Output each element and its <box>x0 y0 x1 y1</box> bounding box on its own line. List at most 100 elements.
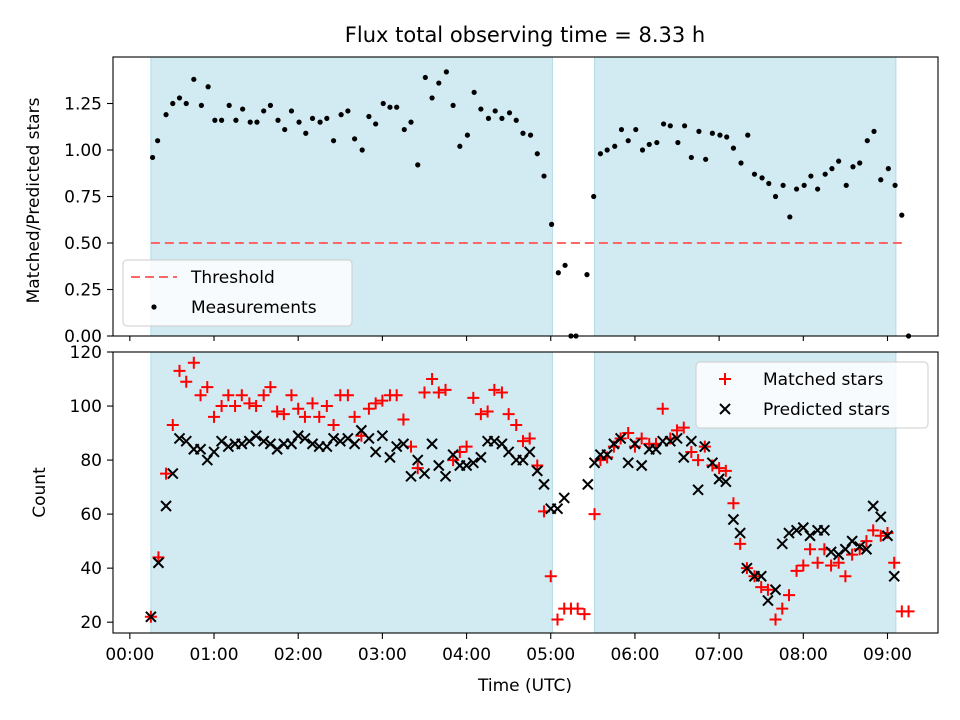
matched-star-marker <box>825 559 838 572</box>
x-tick-label: 02:00 <box>274 645 323 665</box>
predicted-star-marker <box>664 435 677 447</box>
matched-star-marker <box>194 389 207 402</box>
measurement-point <box>633 126 639 133</box>
measurement-point <box>309 115 316 121</box>
predicted-star-marker <box>152 557 165 569</box>
predicted-star-marker <box>582 478 594 491</box>
predicted-star-marker <box>488 435 501 447</box>
predicted-star-marker <box>825 546 837 558</box>
x-tick-label: 03:00 <box>358 645 407 665</box>
matched-star-marker <box>439 383 452 396</box>
matched-star-marker <box>804 543 817 556</box>
y-tick-label: 1.00 <box>64 141 102 161</box>
predicted-star-marker <box>299 432 311 445</box>
measurement-point <box>534 151 540 157</box>
measurement-point <box>625 138 631 144</box>
matched-star-marker <box>264 381 277 394</box>
matched-star-marker <box>588 508 601 521</box>
measurement-point <box>240 106 246 112</box>
y-tick-label: 120 <box>70 343 102 363</box>
measurement-point <box>422 74 428 81</box>
measurement-point <box>675 139 681 146</box>
predicted-star-marker <box>635 459 648 472</box>
matched-star-marker <box>755 581 768 594</box>
predicted-star-marker <box>167 467 179 480</box>
matched-star-marker <box>166 418 179 431</box>
measurement-point <box>226 102 232 108</box>
matched-star-marker <box>481 405 494 418</box>
measurement-point <box>787 214 793 220</box>
predicted-star-marker <box>685 435 698 447</box>
measurement-point <box>288 108 295 114</box>
legend-box <box>695 361 929 429</box>
measurement-point <box>682 123 688 129</box>
x-tick-label: 09:00 <box>863 645 912 665</box>
measurement-point <box>822 171 828 177</box>
matched-star-marker <box>839 570 852 583</box>
measurement-point <box>730 145 737 151</box>
measurement-point <box>176 95 183 101</box>
measurement-point <box>513 117 519 123</box>
measurement-point <box>709 130 715 136</box>
matched-star-marker <box>418 386 431 399</box>
measurement-point <box>646 141 652 148</box>
matched-star-marker <box>523 432 536 445</box>
matched-star-marker <box>250 400 263 413</box>
measurement-point <box>815 186 821 192</box>
predicted-star-marker <box>257 435 270 447</box>
matched-star-marker <box>432 386 445 399</box>
matched-star-marker <box>277 408 290 421</box>
measurement-point <box>429 95 435 101</box>
measurement-point <box>864 138 870 144</box>
measurement-point <box>296 119 302 125</box>
predicted-star-marker <box>875 511 887 523</box>
predicted-star-marker <box>713 473 725 485</box>
measurement-point <box>724 134 730 140</box>
measurement-point <box>772 193 779 200</box>
predicted-star-marker <box>804 530 816 542</box>
measurement-point <box>520 130 526 136</box>
matched-star-marker <box>769 613 782 626</box>
matched-star-marker <box>495 386 508 399</box>
measurement-point <box>850 164 856 170</box>
predicted-star-marker <box>173 432 186 445</box>
matched-star-marker <box>327 418 340 431</box>
measurement-point <box>506 110 513 116</box>
measurement-point <box>654 139 660 146</box>
matched-star-marker <box>656 402 669 415</box>
count-legend: Matched stars Predicted stars <box>695 361 929 429</box>
predicted-star-marker <box>467 457 480 469</box>
time-x-axis-label: Time (UTC) <box>477 676 572 696</box>
matched-star-marker <box>727 497 740 510</box>
measurement-point <box>892 182 898 188</box>
measurement-point <box>843 182 849 188</box>
matched-star-marker <box>846 548 859 561</box>
measurement-point <box>436 80 442 86</box>
matched-star-marker <box>285 389 298 402</box>
measurement-point <box>471 89 477 95</box>
matched-star-marker <box>298 410 311 423</box>
measurement-point <box>282 126 288 133</box>
measurement-point <box>345 108 351 114</box>
measurement-point <box>660 121 667 127</box>
predicted-star-marker <box>538 478 550 491</box>
matched-star-marker <box>776 602 789 615</box>
predicted-star-marker <box>384 451 396 464</box>
measurement-point <box>808 173 814 179</box>
predicted-star-marker <box>867 500 879 512</box>
measurement-point <box>450 102 456 108</box>
matched-star-marker <box>215 400 228 413</box>
matched-star-marker <box>867 524 880 537</box>
measurement-point <box>829 166 835 172</box>
matched-star-marker <box>201 381 214 394</box>
matched-star-marker <box>362 402 375 415</box>
observing-window-span <box>594 56 897 337</box>
measurement-point <box>745 132 751 138</box>
measurement-point <box>485 115 492 121</box>
matched-star-marker <box>292 402 305 415</box>
matched-star-marker <box>187 356 200 369</box>
matched-star-marker <box>222 389 235 402</box>
predicted-star-marker <box>292 430 304 442</box>
matched-star-marker <box>160 467 173 480</box>
matched-star-marker <box>510 418 523 431</box>
